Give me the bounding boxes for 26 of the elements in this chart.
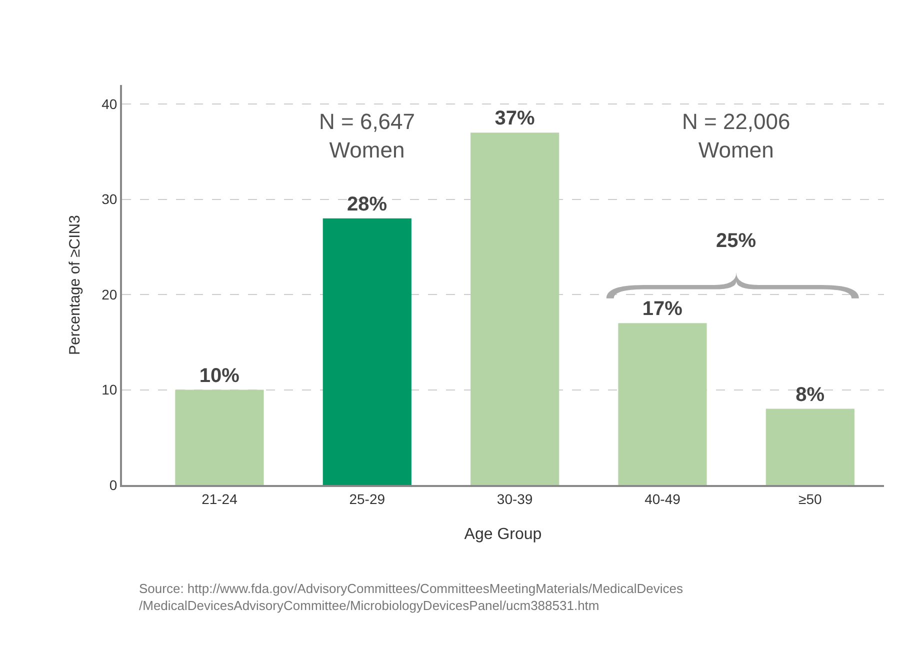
y-tick-label: 0 [109,476,118,493]
y-tick-label: 10 [102,382,118,398]
bar [175,390,264,485]
x-tick-label: ≥50 [798,490,822,507]
y-tick-label: 20 [102,286,118,302]
y-tick-label: 30 [102,191,118,208]
annotation: N = 6,647 Women [319,109,416,163]
x-tick-label: 40-49 [644,490,681,507]
x-axis-title: Age Group [464,526,542,543]
bar [470,132,560,485]
source-note: Source: http://www.fda.gov/AdvisoryCommittees/CommitteesMeetingMaterials/MedicalDevices /MedicalDevicesAdvisoryCommittee/MicrobiologyDevicesPanel/ucm388531.htm [139,581,684,613]
annotation: 25% [716,230,756,252]
data-label: 28% [347,193,388,216]
data-label: 17% [642,298,683,320]
data-label: 37% [494,108,535,130]
bar [618,323,707,485]
x-tick-label: 25-29 [349,490,386,507]
data-label: 10% [199,364,240,387]
annotation: N = 22,006 Women [682,109,790,163]
data-label: 8% [796,384,825,406]
bar [322,218,412,485]
x-tick-label: 30-39 [496,490,533,507]
bar [766,408,854,485]
y-axis-title: Percentage of ≥CIN3 [66,215,84,355]
y-tick-label: 40 [102,96,118,112]
x-tick-label: 21-24 [202,490,238,507]
